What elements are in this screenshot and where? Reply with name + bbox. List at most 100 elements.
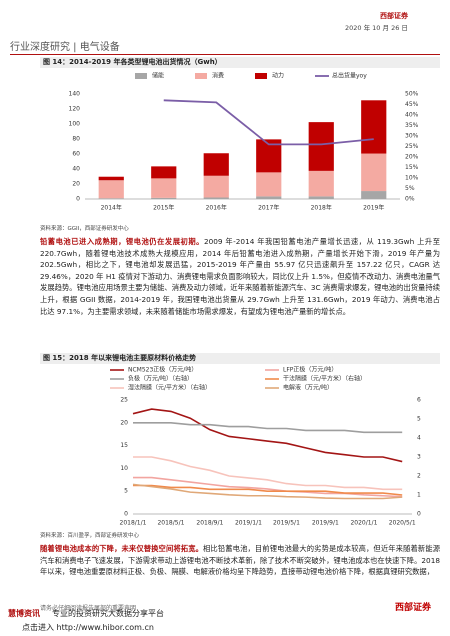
line: [163, 99, 374, 146]
link[interactable]: 点击进入 http://www.hibor.com.cn: [22, 623, 154, 632]
line: [132, 483, 403, 500]
x-tick-label: 2019/5/1: [273, 520, 300, 527]
line: [133, 476, 403, 498]
y2-tick-label: 4: [417, 435, 421, 442]
slogan: 专业的投资研究大数据分享平台: [52, 609, 164, 618]
bar: [256, 196, 282, 199]
y2-tick-label: 1: [417, 492, 421, 499]
figure-title: 图 15：2018 年以来锂电池主要原材料价格走势: [40, 353, 440, 364]
x-tick-label: 2017年: [258, 204, 279, 212]
logo: 西部证券: [395, 603, 432, 613]
bar: [98, 198, 124, 199]
bar: [98, 176, 124, 181]
date: 2020 年 10 月 26 日: [345, 24, 408, 32]
x-tick-label: 2020/1/1: [350, 520, 377, 527]
bar: [308, 196, 334, 199]
legend-label: 动力: [272, 72, 284, 80]
source: 资料来源：GGII，西部证券研发中心: [40, 226, 129, 232]
y2-tick-label: 2: [417, 473, 421, 480]
rule: [10, 54, 440, 55]
y-tick-label: 20: [72, 181, 80, 188]
legend-label: 湿法隔膜（元/平方米）（右轴）: [128, 384, 211, 392]
x-tick-label: 2019/9/1: [312, 520, 339, 527]
x-tick-label: 2014年: [101, 204, 122, 212]
legend-swatch: [135, 73, 147, 79]
y2-tick-label: 25%: [405, 143, 419, 150]
x-tick-label: 2018/9/1: [196, 520, 223, 527]
legend-swatch: [255, 73, 267, 79]
y-tick-label: 120: [69, 106, 81, 113]
legend-label: 储能: [152, 72, 164, 80]
y2-tick-label: 5%: [405, 185, 415, 192]
x-tick-label: 2020/5/1: [389, 520, 416, 527]
y2-tick-label: 30%: [405, 133, 419, 140]
y-tick-label: 60: [72, 151, 80, 158]
y-tick-label: 140: [69, 91, 81, 98]
legend-label: 总出货量yoy: [332, 72, 367, 80]
line: [132, 408, 403, 463]
bar: [308, 170, 334, 197]
text: 2009 年-2014 年我国铅蓄电池产量增长迅速，从 119.3Gwh 上升至…: [40, 237, 441, 316]
bar: [203, 153, 229, 176]
section: 行业深度研究 | 电气设备: [10, 42, 120, 53]
bar: [361, 153, 387, 192]
bar: [361, 100, 387, 154]
y-tick-label: 5: [124, 488, 128, 495]
y2-tick-label: 15%: [405, 164, 419, 171]
bar: [203, 175, 229, 198]
legend-label: 干法隔膜（元/平方米）（右轴）: [283, 375, 366, 383]
y-tick-label: 100: [69, 121, 81, 128]
bar: [308, 122, 334, 171]
lead: 随着锂电池成本的下降，未来仅替换空间将拓宽。: [40, 544, 204, 553]
y-tick-label: 20: [120, 419, 128, 426]
legend-label: 负极（万元/吨）（右轴）: [128, 375, 193, 383]
y2-tick-label: 3: [417, 454, 421, 461]
x-tick-label: 2018/1/1: [120, 520, 147, 527]
legend-label: LFP正极（万元/吨）: [283, 366, 337, 374]
paragraph: 随着锂电池成本的下降，未来仅替换空间将拓宽。相比铅蓄电池，目前锂电池最大的劣势是…: [40, 543, 440, 578]
lead: 铅蓄电池已进入成熟期，锂电池仍在发展初期。: [40, 237, 204, 246]
bar: [151, 178, 177, 198]
y2-tick-label: 40%: [405, 112, 419, 119]
bar: [203, 197, 229, 199]
site: 慧博资讯: [8, 609, 40, 618]
legend-swatch: [195, 73, 207, 79]
bar: [151, 166, 177, 179]
x-tick-label: 2018/5/1: [157, 520, 184, 527]
line: [133, 422, 403, 434]
y2-tick-label: 10%: [405, 175, 419, 182]
legend-label: 消费: [212, 72, 224, 80]
bar: [256, 172, 282, 197]
x-tick-label: 2015年: [153, 204, 174, 212]
legend-label: NCM523正极（万元/吨）: [128, 366, 197, 374]
bar: [98, 180, 124, 199]
brand: 西部证券: [380, 12, 408, 20]
source: 资料来源：百川盈孚，西部证券研发中心: [40, 533, 140, 539]
y2-tick-label: 0%: [405, 196, 415, 203]
chart: 0 5 10 15 20 25 0 1 2 3 4 5 6 2018/1/1 2018/5/1 2018/9/…: [110, 366, 421, 527]
notice: 请务必仔细阅读报告尾部的重要声明: [40, 605, 137, 612]
figure-title: 图 14：2014-2019 年各类型锂电池出货情况（Gwh）: [40, 57, 440, 68]
x-tick-label: 2019/1/1: [235, 520, 262, 527]
bar: [361, 191, 387, 199]
y-tick-label: 0: [124, 511, 128, 518]
line: [133, 484, 403, 496]
y-tick-label: 0: [76, 196, 80, 203]
y-tick-label: 80: [72, 136, 80, 143]
y2-tick-label: 5: [417, 416, 421, 423]
y2-tick-label: 45%: [405, 101, 419, 108]
x-tick-label: 2019年: [363, 204, 384, 212]
y-tick-label: 25: [120, 397, 128, 404]
y2-tick-label: 20%: [405, 154, 419, 161]
legend-label: 电解液（万元/吨）: [283, 384, 333, 392]
x-tick-label: 2016年: [206, 204, 227, 212]
y-tick-label: 10: [120, 465, 128, 472]
y-tick-label: 40: [72, 166, 80, 173]
paragraph: 铅蓄电池已进入成熟期，锂电池仍在发展初期。2009 年-2014 年我国铅蓄电池…: [40, 236, 440, 317]
y-tick-label: 15: [120, 442, 128, 449]
bar: [151, 197, 177, 199]
y2-tick-label: 0: [417, 511, 421, 518]
y2-tick-label: 50%: [405, 91, 419, 98]
y2-tick-label: 6: [417, 397, 421, 404]
